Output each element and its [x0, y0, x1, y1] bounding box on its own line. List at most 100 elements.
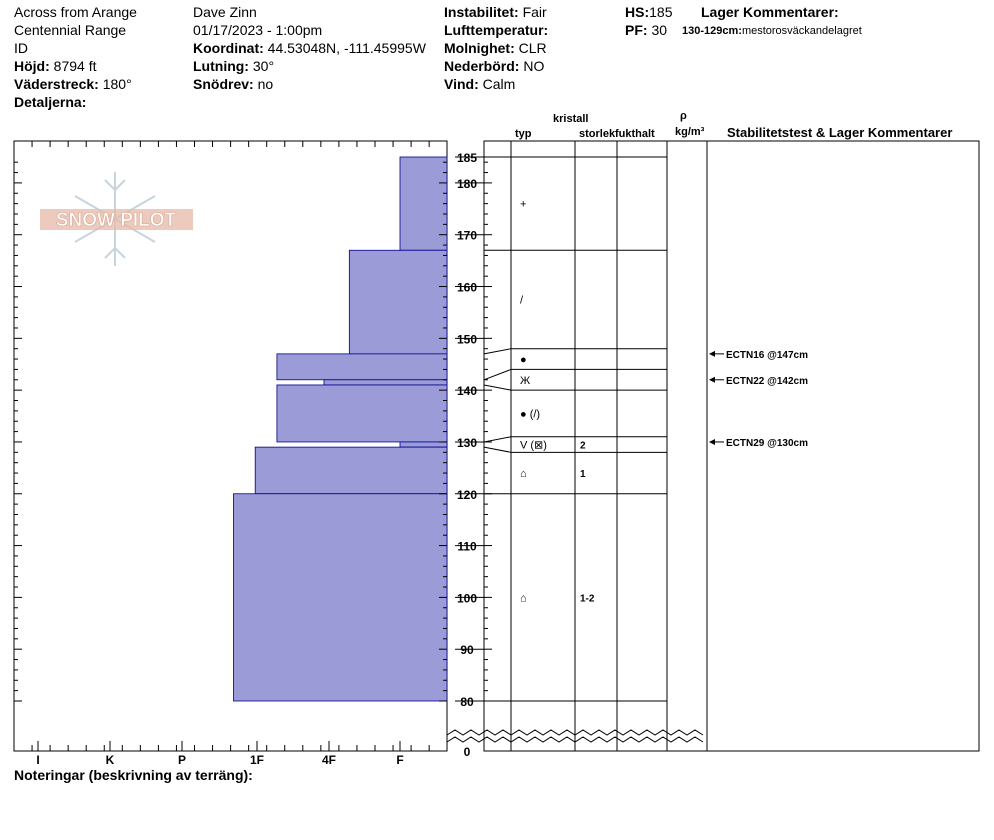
hardness-bar-1 — [348, 249, 448, 355]
drift-label: Snödrev: — [193, 76, 254, 92]
test-label-0: ECTN16 @147cm — [726, 350, 808, 361]
pf-value: 30 — [651, 22, 668, 38]
col-moisture: fukthalt — [615, 128, 655, 140]
hardness-label-F: F — [396, 753, 403, 767]
slope-label: Lutning: — [193, 58, 249, 74]
location-line-1: Across from Arange — [14, 4, 137, 20]
depth-label-100: 100 — [457, 591, 477, 605]
details-label: Detaljerna: — [14, 94, 87, 110]
depth-label-185: 185 — [457, 151, 477, 165]
layer-connector-1 — [483, 348, 512, 355]
test-label-2: ECTN29 @130cm — [726, 438, 808, 449]
slope-value: 30° — [252, 58, 275, 74]
logo-banner — [40, 209, 193, 230]
layer-comments-label: Lager Kommentarer: — [701, 4, 839, 20]
depth-label-110: 110 — [457, 540, 477, 554]
grain-symbol-6: ⌂ — [520, 468, 527, 480]
grain-size-5: 2 — [580, 441, 586, 452]
grain-symbol-0: + — [520, 199, 526, 211]
grain-symbol-2: ● — [520, 354, 527, 366]
wind-label: Vind: — [444, 76, 479, 92]
col-type: typ — [515, 128, 532, 140]
layer-connector-3 — [483, 384, 512, 391]
hardness-label-K: K — [106, 753, 115, 767]
pf-label: PF: — [625, 22, 648, 38]
datetime: 01/17/2023 - 1:00pm — [193, 22, 323, 38]
slope: Lutning: 30° — [193, 57, 274, 75]
test-arrow-head-0 — [709, 350, 715, 357]
hardness-bar-5 — [399, 441, 448, 448]
layer-comment-range: 130-129cm: — [682, 25, 742, 37]
test-arrow-head-1 — [709, 376, 715, 383]
coord-value: 44.53048N, -111.45995W — [267, 40, 426, 56]
drift-value: no — [257, 76, 274, 92]
hardness-bar-6 — [254, 446, 448, 495]
hardness-label-P: P — [178, 753, 186, 767]
depth-label-150: 150 — [457, 332, 477, 346]
layer-connector-2 — [483, 368, 512, 381]
sky-label: Molnighet: — [444, 40, 515, 56]
col-rho: ρ — [680, 110, 687, 122]
instability-value: Fair — [522, 4, 547, 20]
layer-connector-5 — [483, 446, 512, 453]
sky-value: CLR — [518, 40, 547, 56]
col-stability: Stabilitetstest & Lager Kommentarer — [727, 125, 953, 140]
depth-label-0: 0 — [464, 745, 471, 759]
notes-label: Noteringar (beskrivning av terräng): — [14, 767, 253, 783]
airtemp-label: Lufttemperatur: — [444, 22, 549, 38]
precip-value: NO — [523, 58, 545, 74]
coord-label: Koordinat: — [193, 40, 264, 56]
layer-comment-text: mestorosväckandelagret — [741, 25, 862, 37]
hardness-bar-3 — [323, 379, 448, 386]
air-temp: Lufttemperatur: — [444, 21, 548, 39]
elevation: Höjd: 8794 ft — [14, 57, 96, 75]
axis-break-upper — [446, 729, 704, 736]
instability: Instabilitet: Fair — [444, 3, 547, 21]
depth-label-180: 180 — [457, 177, 477, 191]
col-density-unit: kg/m³ — [675, 126, 705, 138]
hs: HS:185 — [625, 3, 672, 21]
aspect: Väderstreck: 180° — [14, 75, 132, 93]
wind: Vind: Calm — [444, 75, 515, 93]
depth-label-160: 160 — [457, 281, 477, 295]
elevation-value: 8794 ft — [53, 58, 97, 74]
depth-label-170: 170 — [457, 229, 477, 243]
col-size: storlek — [579, 128, 616, 140]
location-line-3: ID — [14, 40, 28, 56]
instability-label: Instabilitet: — [444, 4, 519, 20]
hs-label: HS: — [625, 4, 650, 20]
grain-symbol-1: / — [520, 294, 524, 306]
grain-symbol-5: V (⊠) — [520, 440, 547, 452]
layer-comment: 130-129cm:mestorosväckandelagret — [682, 22, 862, 40]
grain-symbol-7: ⌂ — [520, 592, 527, 604]
hardness-label-1F: 1F — [250, 753, 264, 767]
grain-size-6: 1 — [580, 469, 586, 480]
axis-break-lower — [446, 736, 704, 743]
layer-connector-4 — [483, 436, 512, 443]
layers-table — [483, 140, 980, 752]
precipitation: Nederbörd: NO — [444, 57, 544, 75]
aspect-value: 180° — [102, 76, 132, 92]
pf: PF: 30 — [625, 21, 667, 39]
wind-value: Calm — [482, 76, 516, 92]
hardness-bar-2 — [276, 353, 448, 381]
grain-symbol-3: Ж — [520, 375, 530, 387]
depth-label-120: 120 — [457, 488, 477, 502]
location-line-2: Centennial Range — [14, 22, 127, 38]
depth-label-90: 90 — [460, 643, 474, 657]
depth-label-140: 140 — [457, 384, 477, 398]
drift: Snödrev: no — [193, 75, 273, 93]
col-crystal: kristall — [553, 113, 589, 125]
grain-size-7: 1-2 — [580, 593, 595, 604]
logo-text: SNOW PILOT — [56, 210, 177, 231]
hardness-bar-7 — [233, 493, 448, 702]
hs-value: 185 — [649, 4, 673, 20]
sky: Molnighet: CLR — [444, 39, 547, 57]
elevation-label: Höjd: — [14, 58, 50, 74]
hardness-label-4F: 4F — [322, 753, 336, 767]
hardness-label-I: I — [36, 753, 39, 767]
grain-symbol-4: ● (/) — [520, 408, 540, 420]
hardness-bar-4 — [276, 384, 448, 443]
test-label-1: ECTN22 @142cm — [726, 376, 808, 387]
